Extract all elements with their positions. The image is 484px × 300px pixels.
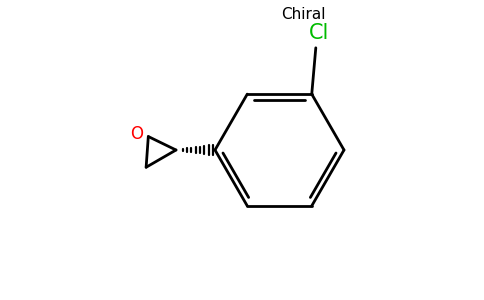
Text: Cl: Cl: [309, 23, 329, 43]
Text: Chiral: Chiral: [282, 7, 326, 22]
Text: O: O: [130, 125, 143, 143]
